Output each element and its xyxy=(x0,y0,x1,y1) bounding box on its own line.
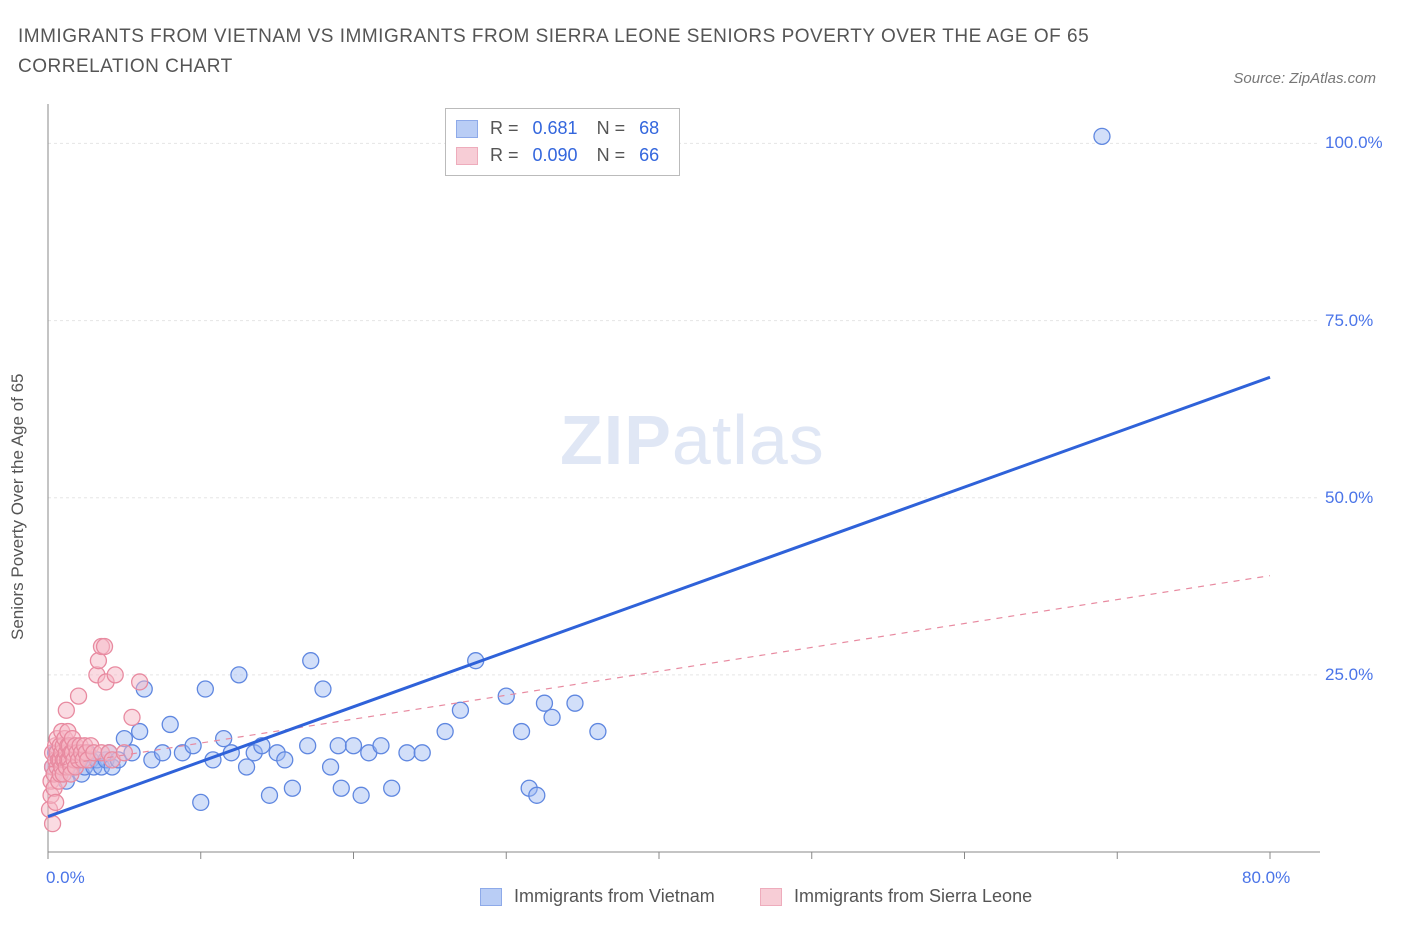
legend-swatch xyxy=(456,120,478,138)
x-tick-label: 80.0% xyxy=(1242,868,1290,888)
stats-row: R = 0.090 N = 66 xyxy=(456,142,665,169)
source-label: Source: xyxy=(1233,70,1285,87)
stat-n-label: N = xyxy=(592,142,626,169)
source-name: ZipAtlas.com xyxy=(1289,70,1376,87)
chart-title: IMMIGRANTS FROM VIETNAM VS IMMIGRANTS FR… xyxy=(18,22,1118,83)
legend-swatch xyxy=(480,888,502,906)
stat-r-label: R = xyxy=(490,142,519,169)
x-tick-label: 0.0% xyxy=(46,868,85,888)
scatter-plot xyxy=(40,100,1330,870)
legend-swatch xyxy=(760,888,782,906)
source-attribution: Source: ZipAtlas.com xyxy=(1233,70,1376,87)
stat-n-label: N = xyxy=(592,115,626,142)
stat-r-value: 0.681 xyxy=(527,115,584,142)
legend-label: Immigrants from Vietnam xyxy=(514,886,715,907)
stats-row: R = 0.681 N = 68 xyxy=(456,115,665,142)
y-axis-label: Seniors Poverty Over the Age of 65 xyxy=(8,374,28,640)
y-tick-label: 100.0% xyxy=(1325,133,1383,153)
stat-r-label: R = xyxy=(490,115,519,142)
stat-n-value: 68 xyxy=(633,115,665,142)
legend-label: Immigrants from Sierra Leone xyxy=(794,886,1032,907)
y-tick-label: 25.0% xyxy=(1325,665,1373,685)
bottom-legend-item: Immigrants from Vietnam xyxy=(480,886,715,907)
bottom-legend-item: Immigrants from Sierra Leone xyxy=(760,886,1032,907)
legend-swatch xyxy=(456,147,478,165)
stat-n-value: 66 xyxy=(633,142,665,169)
stat-r-value: 0.090 xyxy=(527,142,584,169)
y-tick-label: 50.0% xyxy=(1325,488,1373,508)
stats-legend-box: R = 0.681 N = 68 R = 0.090 N = 66 xyxy=(445,108,680,176)
y-tick-label: 75.0% xyxy=(1325,311,1373,331)
